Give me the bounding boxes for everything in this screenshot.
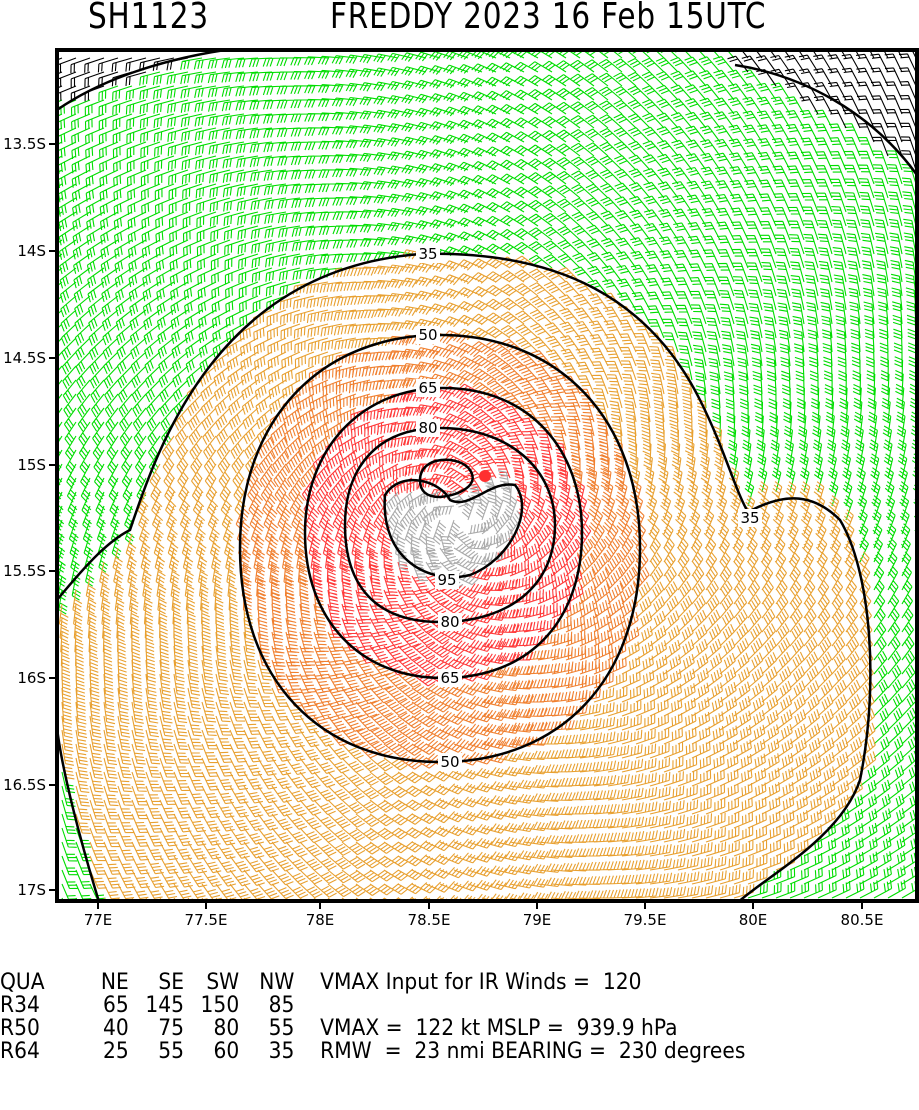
table-cell: 55 [268,1016,295,1041]
table-row: QUA NE SE SW NW VMAX Input for IR Winds = 120 [0,971,745,994]
table-cell: 40 [103,1016,129,1041]
map-frame [55,48,919,903]
lon-tick-label: 78E [306,911,335,929]
lon-tick-label: 79.5E [624,911,667,929]
lat-tick-label: 16.5S [3,776,46,794]
table-cell: QUA [0,970,45,995]
lon-tick-label: 80.5E [841,911,884,929]
wind-barbs-gt95 [383,470,522,590]
table-cell: 60 [213,1039,240,1064]
contour-label: 65 [418,379,437,397]
table-cell: 55 [158,1039,184,1064]
table-cell: 35 [268,1039,295,1064]
lat-tick-label: 14.5S [3,349,46,367]
table-cell: 150 [200,993,240,1018]
contour-inner [418,458,474,499]
summary-text: VMAX Input for IR Winds = 120 [320,970,642,995]
wind-map: 35 35 50 50 65 65 80 80 95 77E 77.5E 78E 78.5E 79E 79… [3,48,919,929]
contour-95 [383,478,524,579]
table-cell: 145 [145,993,184,1018]
wind-radii-table: QUA NE SE SW NW VMAX Input for IR Winds = 120… [0,925,745,1109]
lat-tick-label: 15.5S [3,562,46,580]
table-cell: R64 [0,1039,40,1064]
table-cell: SE [158,970,184,995]
lat-tick-label: 16S [17,669,46,687]
contour-label: 95 [437,571,456,589]
axis-ticks: 77E 77.5E 78E 78.5E 79E 79.5E 80E 80.5E 13.5S 14S… [3,135,883,929]
table-row: R34 65 145 150 85 [0,994,745,1017]
table-cell: R34 [0,993,40,1018]
table-cell: NW [259,970,295,995]
summary-text: VMAX = 122 kt MSLP = 939.9 hPa [320,1016,678,1041]
wind-barbs-lt34 [57,50,917,901]
table-row: R64 25 55 60 35 RMW = 23 nmi BEARING = 230 de… [0,1040,745,1063]
lat-tick-label: 14S [17,242,46,260]
storm-id: SH1123 [88,0,209,37]
figure-title: FREDDY 2023 16 Feb 15UTC [330,0,767,37]
lon-tick-label: 78.5E [408,911,451,929]
table-cell: SW [206,970,240,995]
contour-35 [57,252,872,901]
lon-tick-label: 79E [523,911,552,929]
contour-label: 80 [418,419,437,437]
table-cell: 85 [268,993,295,1018]
lon-tick-label: 80E [739,911,768,929]
table-cell: 75 [158,1016,184,1041]
lon-tick-label: 77.5E [185,911,228,929]
lat-tick-label: 15S [17,456,46,474]
contour-labels: 35 35 50 50 65 65 80 80 95 [416,245,762,771]
table-cell: R50 [0,1016,40,1041]
lon-tick-label: 77E [84,911,113,929]
contour-calm-ne [734,63,917,176]
wind-barbs [57,50,917,901]
contour-label: 80 [440,613,459,631]
contour-label: 65 [440,669,459,687]
table-cell: 65 [103,993,129,1018]
lat-tick-label: 17S [17,881,46,899]
lat-tick-label: 13.5S [3,135,46,153]
contour-label: 50 [418,326,437,344]
storm-center-marker [479,470,491,482]
contour-calm-nw [57,50,226,112]
table-cell: 25 [103,1039,129,1064]
table-cell: NE [100,970,129,995]
table-cell: 80 [213,1016,240,1041]
contour-label: 35 [418,245,437,263]
contour-label: 50 [440,753,459,771]
contour-label: 35 [740,509,759,527]
table-row: R50 40 75 80 55 VMAX = 122 kt MSLP = 939.9 hP… [0,1017,745,1040]
summary-text: RMW = 23 nmi BEARING = 230 degrees [320,1039,746,1064]
wind-analysis-figure: SH1123 FREDDY 2023 16 Feb 15UTC 35 35 50 50… [0,0,919,1063]
